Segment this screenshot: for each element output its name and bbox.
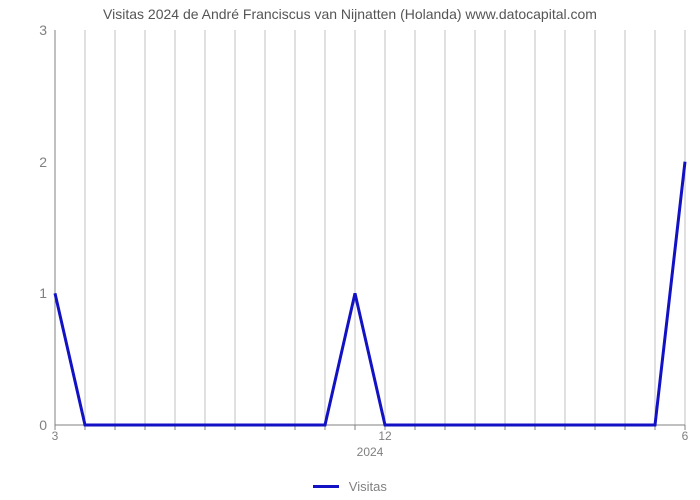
- x-tick-label: 3: [52, 429, 59, 443]
- chart-title: Visitas 2024 de André Franciscus van Nij…: [0, 6, 700, 22]
- y-tick-label: 1: [39, 285, 47, 301]
- legend-swatch: [313, 485, 339, 488]
- y-tick-label: 3: [39, 22, 47, 38]
- y-tick-label: 0: [39, 417, 47, 433]
- x-tick-label: 6: [682, 429, 689, 443]
- legend-label: Visitas: [349, 479, 387, 494]
- y-tick-label: 2: [39, 154, 47, 170]
- plot-area: 0123 3126 2024: [55, 30, 685, 425]
- chart-container: Visitas 2024 de André Franciscus van Nij…: [0, 0, 700, 500]
- x-axis-title: 2024: [357, 445, 384, 459]
- x-tick-label: 12: [378, 429, 391, 443]
- plot-svg: [55, 30, 685, 425]
- legend: Visitas: [0, 478, 700, 494]
